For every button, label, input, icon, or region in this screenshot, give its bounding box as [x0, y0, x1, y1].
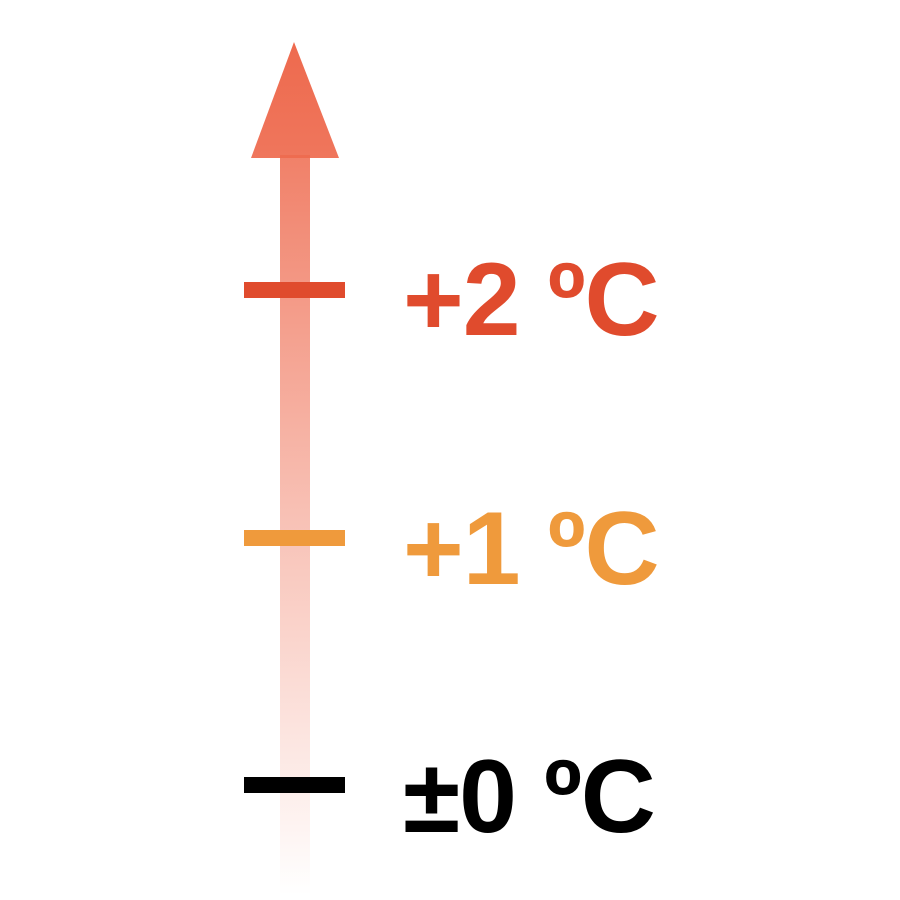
arrow-head-icon [251, 42, 339, 158]
tick-plus-2 [244, 282, 345, 298]
label-plus-2: +2 ºC [403, 242, 660, 358]
label-zero: ±0 ºC [403, 739, 656, 855]
arrow-shaft [280, 155, 310, 895]
tick-zero [244, 777, 345, 793]
label-plus-1: +1 ºC [403, 491, 660, 607]
tick-plus-1 [244, 530, 345, 546]
